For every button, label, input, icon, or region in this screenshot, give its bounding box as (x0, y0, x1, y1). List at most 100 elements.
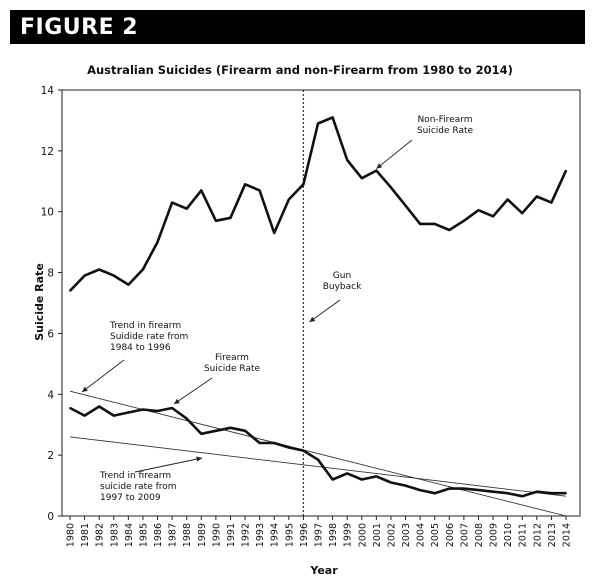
non-firearm-point (317, 122, 319, 125)
non-firearm-label: Non-Firearm (417, 115, 472, 125)
non-firearm-point (346, 159, 349, 161)
y-tick-label: 0 (47, 511, 54, 523)
gun-buyback-arrow-head (309, 316, 316, 322)
firearm-point (375, 475, 378, 478)
non-firearm-point (550, 201, 553, 204)
x-tick-label: 2007 (459, 523, 470, 547)
firearm-point (419, 489, 422, 492)
non-firearm-point (331, 116, 334, 119)
x-tick-label: 1992 (241, 523, 252, 547)
firearm-point (214, 429, 217, 432)
non-firearm-point (229, 216, 232, 219)
firearm-point (112, 414, 115, 417)
non-firearm-point (477, 209, 480, 212)
non-firearm-point (462, 219, 465, 222)
gun-buyback-label: Gun (333, 271, 351, 281)
firearm-point (477, 489, 480, 492)
firearm-point (404, 484, 407, 487)
ticks: 0 2 4 6 8 10 12 14 1980 1981 1982 1983 1984 1985 1986 1… (41, 85, 573, 547)
non-firearm-point (565, 169, 567, 172)
x-tick-label: 2011 (518, 523, 529, 547)
x-tick-label: 1980 (66, 523, 77, 547)
non-firearm-point (375, 169, 378, 172)
firearm-point (273, 442, 276, 444)
x-tick-label: 2003 (401, 523, 412, 547)
x-tick-label: 2002 (386, 523, 397, 547)
firearm-point (317, 458, 319, 461)
firearm-point (171, 407, 174, 409)
firearm-point (433, 492, 436, 495)
firearm-arrow (173, 377, 213, 405)
y-tick-label: 12 (41, 146, 54, 158)
x-tick-label: 1985 (138, 523, 149, 547)
non-firearm-point (171, 201, 174, 204)
non-firearm-point (200, 189, 203, 192)
non-firearm-line (69, 116, 568, 292)
gun-buyback-label: Buyback (323, 282, 362, 292)
trend-1984-1996-arrow (81, 359, 125, 393)
x-tick-label: 2014 (562, 523, 573, 547)
series-lines (69, 116, 568, 498)
firearm-point (200, 432, 203, 435)
firearm-point (535, 490, 538, 493)
x-tick-label: 1989 (197, 523, 208, 547)
x-tick-label: 1995 (284, 523, 295, 547)
firearm-point (244, 429, 246, 432)
axes (61, 89, 581, 517)
firearm-point (287, 446, 290, 449)
non-firearm-point (302, 183, 305, 186)
firearm-point (521, 495, 524, 498)
trend-1997-2009-label: Trend in firearm (99, 471, 171, 481)
figure-label: FIGURE 2 (20, 15, 139, 40)
non-firearm-point (433, 222, 436, 225)
non-firearm-point (142, 268, 144, 271)
x-tick-label: 1983 (109, 523, 120, 547)
x-tick-label: 2012 (532, 523, 543, 547)
x-tick-label: 2006 (445, 523, 456, 547)
chart-title: Australian Suicides (Firearm and non-Fir… (87, 63, 513, 77)
y-tick-label: 8 (47, 268, 54, 280)
firearm-point (83, 414, 86, 417)
x-tick-label: 1993 (255, 523, 266, 547)
non-firearm-point (112, 274, 115, 277)
x-tick-label: 2010 (503, 523, 514, 547)
y-tick-label: 6 (47, 328, 54, 340)
y-tick-label: 14 (41, 85, 55, 97)
firearm-label: Suicide Rate (204, 364, 261, 374)
x-tick-label: 2001 (372, 523, 383, 547)
y-tick-label: 4 (47, 389, 54, 401)
trend-1984-1996-label: Suidide rate from (110, 332, 188, 342)
trendline-2 (69, 436, 567, 497)
x-tick-label: 1991 (226, 523, 237, 547)
x-tick-label: 1994 (270, 523, 281, 547)
firearm-point (550, 492, 553, 495)
firearm-point (506, 492, 509, 495)
non-firearm-point (448, 229, 451, 231)
firearm-point (331, 478, 334, 481)
y-axis-label: Suicide Rate (33, 263, 46, 341)
figure-banner: FIGURE 2 (10, 10, 585, 44)
non-firearm-point (156, 241, 159, 244)
non-firearm-point (185, 207, 188, 210)
firearm-point (390, 481, 392, 484)
firearm-point (448, 487, 451, 490)
trendline-1 (69, 390, 567, 517)
y-tick-label: 10 (41, 207, 54, 219)
x-tick-label: 1998 (328, 523, 339, 547)
x-tick-label: 2008 (474, 523, 485, 547)
trend-1984-1996-arrow-head (82, 386, 88, 392)
non-firearm-point (244, 183, 246, 186)
y-tick-label: 2 (47, 450, 54, 462)
firearm-point (127, 411, 130, 414)
x-tick-label: 2005 (430, 523, 441, 547)
x-tick-label: 1988 (182, 523, 193, 547)
firearm-point (142, 408, 144, 411)
firearm-point (492, 490, 494, 493)
firearm-arrow-head (174, 398, 180, 404)
trend-1997-2009-label: suicide rate from (100, 482, 177, 492)
non-firearm-point (273, 232, 276, 234)
plot-frame (61, 89, 581, 517)
non-firearm-point (404, 204, 407, 207)
x-tick-label: 2009 (489, 523, 500, 547)
